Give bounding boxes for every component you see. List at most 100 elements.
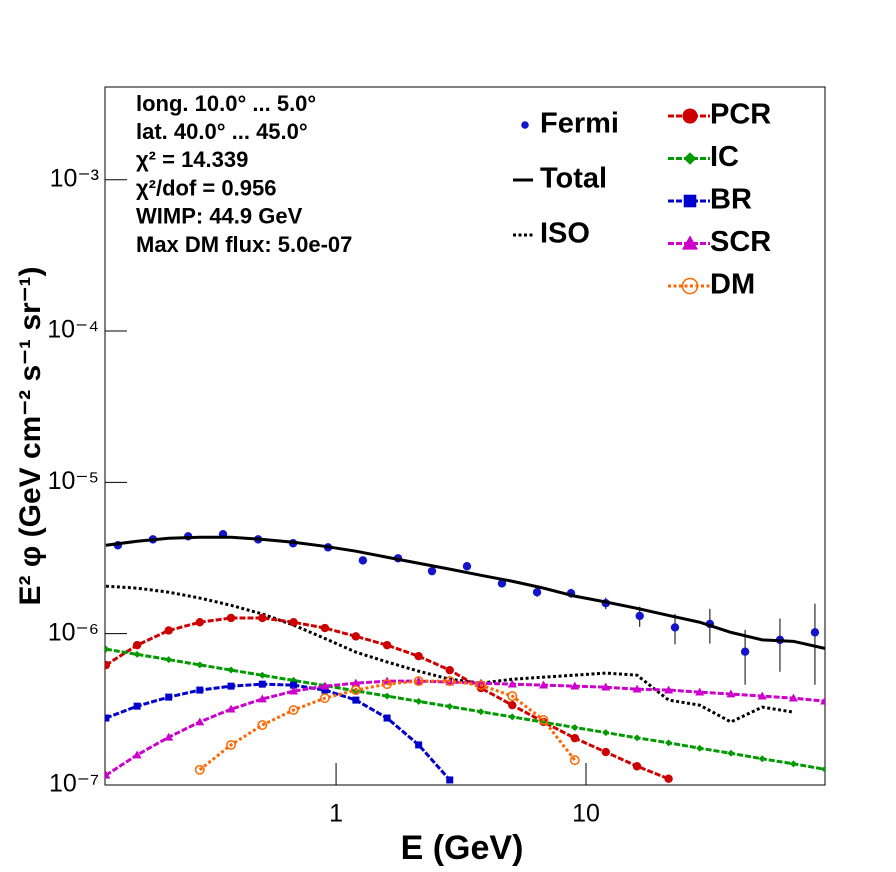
legend-label: PCR — [710, 99, 771, 131]
marker — [507, 691, 518, 702]
marker — [820, 696, 825, 705]
marker — [508, 713, 516, 721]
marker — [427, 566, 437, 576]
y-tick-label: 10⁻⁷ — [49, 770, 99, 798]
marker — [383, 714, 391, 722]
marker — [258, 671, 266, 679]
marker — [446, 776, 454, 784]
y-axis-label: E² φ (GeV cm⁻² s⁻¹ sr⁻¹) — [14, 266, 47, 605]
plot-area — [105, 530, 825, 784]
marker — [164, 626, 173, 635]
legend-marker — [681, 235, 699, 250]
marker — [105, 660, 111, 670]
marker — [632, 684, 642, 693]
marker — [352, 696, 360, 704]
legend-marker — [682, 108, 698, 124]
marker — [413, 676, 424, 687]
legend-label: Fermi — [540, 108, 619, 140]
legend-marker — [681, 277, 699, 295]
marker — [539, 680, 549, 689]
marker — [133, 702, 141, 710]
marker — [726, 689, 736, 698]
y-tick-label: 10⁻⁵ — [48, 467, 99, 495]
marker — [476, 680, 486, 691]
marker — [227, 666, 235, 674]
marker — [196, 686, 204, 694]
marker — [788, 693, 798, 702]
marker — [226, 613, 236, 623]
marker — [632, 762, 642, 771]
marker — [132, 750, 142, 759]
marker — [635, 611, 644, 621]
marker — [258, 680, 266, 688]
marker — [165, 693, 173, 701]
marker — [727, 749, 735, 757]
marker — [226, 739, 236, 750]
marker — [321, 686, 329, 694]
y-tick-label: 10⁻⁶ — [48, 618, 99, 646]
marker — [665, 739, 673, 747]
annotation: χ²/dof = 0.956 — [136, 175, 276, 200]
annotation: long. 10.0° ... 5.0° — [136, 91, 316, 116]
plot-frame — [104, 86, 826, 786]
series-line — [105, 584, 794, 724]
annotation: lat. 40.0° ... 45.0° — [136, 119, 308, 144]
series-line — [105, 679, 825, 777]
marker — [105, 770, 111, 779]
marker — [415, 697, 423, 705]
marker — [383, 692, 391, 700]
marker — [695, 687, 705, 696]
marker — [258, 613, 267, 623]
marker — [351, 632, 361, 641]
marker — [445, 665, 454, 675]
legend-label: DM — [710, 269, 755, 301]
marker — [358, 556, 368, 565]
marker — [165, 656, 173, 664]
marker — [477, 708, 485, 716]
marker — [757, 691, 767, 700]
x-axis-label: E (GeV) — [401, 829, 524, 867]
y-tick-label: 10⁻³ — [50, 164, 99, 192]
marker — [382, 679, 393, 690]
marker — [664, 774, 673, 783]
legend-label: Total — [540, 163, 607, 195]
marker — [740, 647, 750, 656]
marker — [532, 587, 542, 597]
legend-marker — [683, 194, 697, 208]
marker — [290, 681, 298, 689]
marker — [633, 734, 641, 742]
marker — [821, 765, 825, 773]
marker — [758, 755, 766, 763]
marker — [664, 685, 674, 694]
legend-marker — [683, 152, 697, 165]
marker — [227, 682, 235, 690]
marker — [570, 681, 580, 690]
legend-label: ISO — [540, 218, 590, 250]
marker — [164, 732, 174, 741]
marker — [257, 694, 267, 703]
marker — [133, 650, 141, 658]
marker — [497, 579, 507, 588]
marker — [320, 623, 330, 633]
marker — [444, 676, 455, 687]
series-line — [198, 679, 576, 771]
marker — [105, 714, 110, 722]
marker — [414, 651, 423, 661]
marker — [601, 682, 611, 691]
marker — [570, 733, 580, 743]
marker — [289, 686, 299, 695]
marker — [670, 623, 680, 632]
marker — [810, 628, 820, 637]
marker — [602, 729, 610, 737]
x-tick-label: 10 — [572, 800, 600, 828]
marker — [257, 720, 268, 730]
marker — [382, 640, 392, 650]
marker — [446, 703, 454, 711]
marker — [789, 760, 797, 768]
x-tick-label: 1 — [329, 800, 343, 828]
marker — [289, 618, 298, 627]
marker — [508, 700, 517, 710]
legend-label: BR — [710, 184, 752, 216]
marker — [194, 764, 205, 775]
